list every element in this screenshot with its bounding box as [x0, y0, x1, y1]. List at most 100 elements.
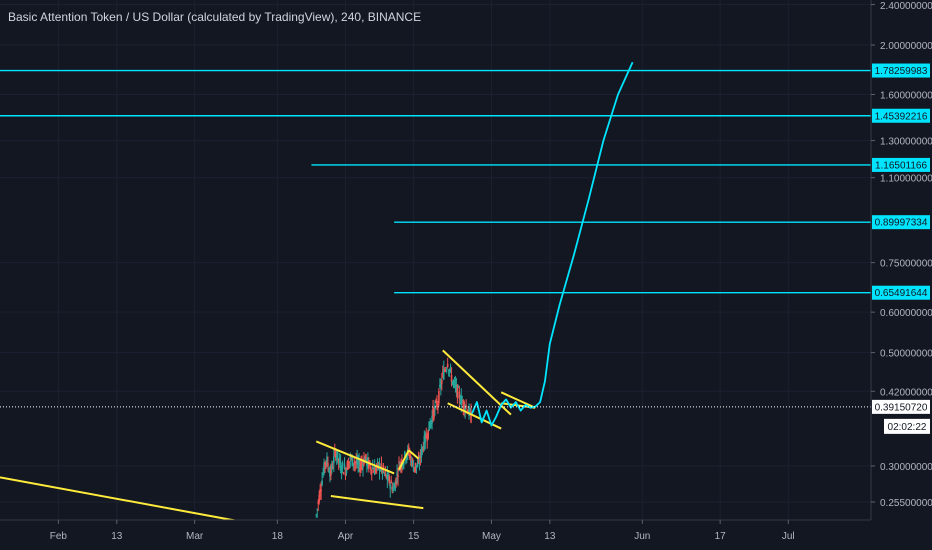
candle-body: [418, 463, 421, 465]
candle-body: [360, 462, 362, 466]
candle-body: [451, 381, 454, 385]
candle-body: [442, 369, 445, 380]
trend-line[interactable]: [442, 349, 512, 416]
x-tick-label: Jun: [634, 531, 650, 542]
horizontal-levels-layer[interactable]: [0, 69, 871, 294]
axis-price-labels: 1.78259983 1.45392216 1.16501166 0.89997334…: [872, 63, 930, 434]
candle-body: [428, 421, 430, 431]
chart-title: Basic Attention Token / US Dollar (calcu…: [8, 10, 421, 24]
y-tick-label: 0.25500000: [880, 498, 932, 509]
candle-body: [370, 469, 373, 474]
candle-body: [456, 384, 459, 398]
candle-body: [369, 466, 372, 471]
candle-body: [453, 380, 456, 383]
candle-body: [445, 368, 448, 370]
candle-body: [416, 463, 419, 467]
candle-body: [351, 455, 354, 466]
candle-body: [340, 471, 343, 474]
candle-body: [398, 461, 400, 463]
candle-body: [346, 461, 349, 471]
y-tick-label: 0.42000000: [880, 387, 932, 398]
projection-path[interactable]: [471, 61, 634, 427]
countdown-tag: [884, 418, 930, 434]
candle-body: [441, 371, 444, 373]
trend-line[interactable]: [408, 449, 420, 460]
candle-body: [424, 433, 427, 443]
candle-body: [359, 466, 361, 472]
level-price-label: 0.65491644: [875, 288, 928, 299]
candle-body: [430, 420, 432, 424]
candle-body: [336, 451, 339, 461]
trend-line[interactable]: [315, 440, 395, 475]
candle-body: [390, 480, 393, 483]
candle-body: [436, 402, 438, 408]
candle-body: [412, 466, 415, 472]
y-tick-label: 0.50000000: [880, 349, 932, 360]
x-tick-label: 18: [272, 531, 284, 542]
candle-body: [425, 435, 428, 439]
candle-body: [391, 486, 393, 491]
trend-line[interactable]: [500, 391, 536, 409]
trend-line[interactable]: [330, 494, 424, 510]
y-tick-label: 1.10000000: [880, 174, 932, 185]
trend-lines-layer[interactable]: [0, 349, 536, 530]
candle-body: [368, 460, 370, 469]
projection-series-layer[interactable]: [471, 61, 634, 427]
level-price-tag: [872, 108, 930, 123]
candle-body: [420, 449, 423, 458]
candle-body: [383, 472, 386, 474]
x-axis-panel[interactable]: [0, 520, 932, 550]
candle-body: [400, 461, 402, 465]
candle-body: [462, 400, 465, 408]
candle-body: [337, 458, 340, 461]
candle-body: [439, 384, 441, 387]
candle-body: [433, 408, 435, 418]
candle-body: [446, 363, 449, 367]
y-tick-label: 1.30000000: [880, 137, 932, 148]
candle-body: [350, 456, 353, 458]
candle-body: [403, 461, 405, 465]
y-tick-label: 2.00000000: [880, 41, 932, 52]
candle-body: [438, 390, 440, 404]
candle-body: [452, 380, 455, 382]
candle-body: [333, 450, 336, 452]
x-axis[interactable]: Feb 13 Mar 18 Apr 15 May 13 Jun 17 Jul: [50, 520, 795, 542]
y-tick-label: 2.40000000: [880, 1, 932, 12]
x-tick-label: Feb: [50, 531, 68, 542]
candle-body: [447, 369, 450, 372]
candle-body: [450, 375, 453, 382]
x-tick-label: May: [482, 531, 501, 542]
candle-body: [427, 429, 430, 439]
candle-body: [330, 467, 332, 476]
candle-body: [381, 469, 384, 474]
candle-body: [469, 409, 471, 413]
level-price-tag: [872, 215, 930, 230]
y-axis[interactable]: 2.40000000 2.00000000 1.60000000 1.30000000…: [871, 1, 932, 509]
candle-body: [319, 488, 321, 496]
candle-body: [357, 461, 359, 465]
candle-body: [409, 455, 412, 459]
price-candles-layer: [315, 357, 472, 518]
candle-body: [354, 461, 357, 464]
candle-body: [413, 467, 416, 469]
candle-body: [388, 476, 391, 484]
candle-body: [470, 410, 472, 423]
candle-body: [463, 402, 466, 412]
candle-body: [376, 461, 379, 463]
candle-body: [394, 484, 396, 492]
level-price-tag: [872, 63, 930, 78]
candle-body: [405, 460, 407, 462]
candle-body: [385, 475, 388, 479]
current-price-label: 0.39150720: [875, 402, 928, 413]
candle-body: [373, 466, 376, 475]
candle-body: [429, 423, 431, 428]
candle-body: [443, 370, 446, 372]
current-price-tag: [872, 399, 930, 414]
candle-body: [461, 401, 464, 403]
candle-body: [440, 383, 442, 389]
candle-body: [335, 455, 338, 459]
trend-line[interactable]: [398, 449, 410, 471]
candle-body: [362, 463, 364, 468]
